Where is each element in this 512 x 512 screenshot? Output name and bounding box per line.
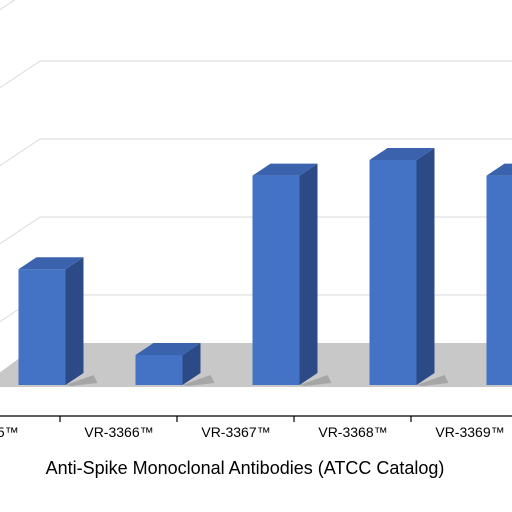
bar (135, 355, 183, 385)
bar-top (486, 163, 512, 176)
bar (486, 175, 512, 385)
gridline-side (0, 0, 16, 11)
bar-top (135, 343, 201, 355)
bar-side (416, 148, 435, 385)
bar-top (252, 163, 318, 176)
x-tick-label: VR-3368™ (318, 424, 388, 440)
bar-side (182, 343, 201, 385)
bar-shadow (182, 375, 215, 386)
bar (252, 175, 300, 385)
bar (369, 160, 417, 385)
x-axis-label: Anti-Spike Monoclonal Antibodies (ATCC C… (45, 458, 445, 478)
x-tick-label: VR-3367™ (201, 424, 271, 440)
gridline-side (0, 60, 41, 89)
bar-top (18, 257, 84, 270)
x-tick-label: VR-3366™ (84, 424, 154, 440)
bar-side (299, 163, 318, 385)
bar-shadow (65, 375, 98, 386)
bar-shadow (299, 375, 332, 386)
bar-side (65, 257, 84, 385)
gridline-side (0, 138, 41, 167)
x-tick-label: 365™ (0, 424, 19, 440)
x-tick-label: VR-3369™ (435, 424, 505, 440)
bar-top (369, 148, 435, 160)
bar-shadow (416, 375, 449, 386)
bar (18, 269, 66, 385)
gridline-side (0, 216, 41, 245)
